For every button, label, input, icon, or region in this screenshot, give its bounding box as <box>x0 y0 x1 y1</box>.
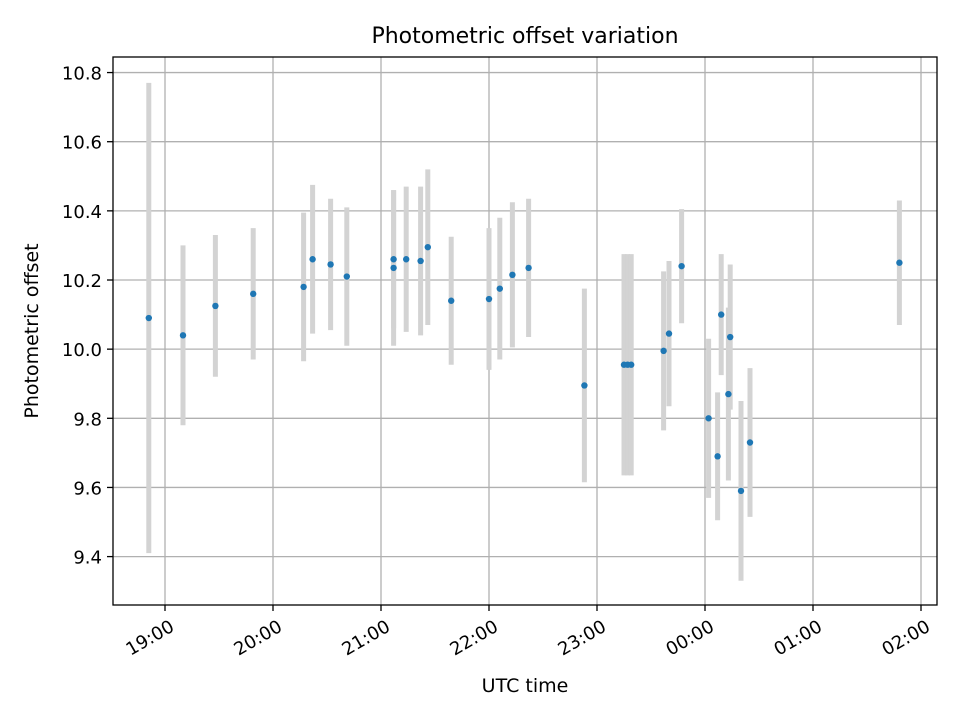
data-point <box>525 264 532 272</box>
y-tick-label: 9.8 <box>73 409 102 430</box>
y-tick-label: 9.4 <box>73 548 102 569</box>
data-point <box>718 311 725 318</box>
data-point <box>179 332 187 339</box>
data-point <box>250 290 257 298</box>
data-point <box>424 243 431 251</box>
data-point <box>390 256 397 263</box>
data-point <box>727 333 734 341</box>
y-tick-label: 9.6 <box>73 478 102 499</box>
data-point <box>705 415 712 422</box>
plot-area-frame <box>112 56 938 606</box>
y-tick-label: 10.4 <box>62 202 102 223</box>
data-point <box>145 314 152 322</box>
data-point <box>300 283 307 291</box>
data-point <box>678 262 685 270</box>
data-point <box>665 330 673 337</box>
x-axis-label: UTC time <box>482 675 569 697</box>
data-point <box>628 361 635 368</box>
y-tick-label: 10.6 <box>62 133 102 154</box>
point-layer <box>145 243 903 495</box>
data-point <box>327 261 334 268</box>
y-tick-label: 10.0 <box>62 340 102 361</box>
data-point <box>390 264 397 272</box>
data-point <box>212 302 219 310</box>
data-point <box>509 271 516 279</box>
y-tick-label: 10.2 <box>62 271 102 292</box>
data-point <box>725 390 732 398</box>
data-point <box>403 256 410 263</box>
data-point <box>343 273 350 280</box>
data-point <box>737 487 745 495</box>
data-point <box>496 285 503 292</box>
data-point <box>660 347 667 355</box>
data-point <box>714 453 721 460</box>
data-point <box>485 295 493 303</box>
y-tick-label: 10.8 <box>62 64 102 85</box>
data-point <box>581 382 588 389</box>
chart-title: Photometric offset variation <box>371 24 678 49</box>
data-point <box>896 259 903 266</box>
data-point <box>448 297 455 304</box>
data-point <box>746 439 754 446</box>
data-point <box>417 257 424 265</box>
data-point <box>309 256 316 263</box>
y-axis-label: Photometric offset <box>21 243 43 418</box>
y-axis-ticks: 9.4 9.6 9.8 10.0 10.2 10.4 10.6 10.8 <box>62 64 113 569</box>
grid-layer <box>113 57 937 605</box>
